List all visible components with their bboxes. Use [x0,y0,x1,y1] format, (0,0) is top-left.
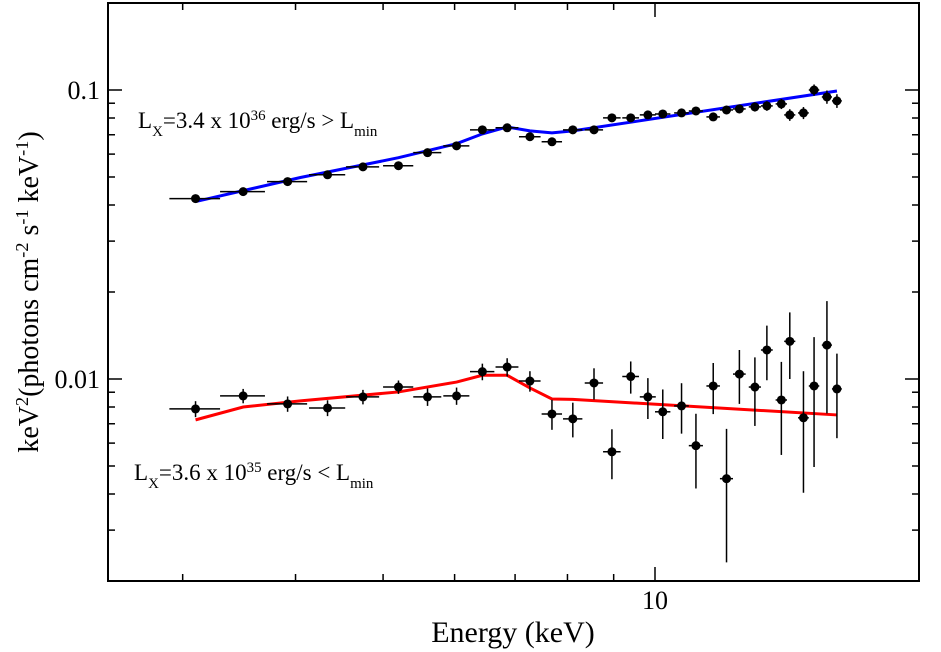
sub-text: X [152,124,163,140]
data-point [822,340,832,350]
data-point [750,102,760,112]
data-point [589,378,599,388]
x-axis-title: Energy (keV) [431,616,595,649]
data-point [708,381,718,391]
data-point [677,401,687,411]
data-point [191,194,201,204]
data-point [238,391,248,401]
data-point [832,384,842,394]
text-part: ) [14,131,45,140]
data-point [525,376,535,386]
text-part: erg/s > L [266,108,355,133]
sup-text: -1 [12,141,32,156]
annotation: LX=3.6 x 1035 erg/s < Lmin [134,460,374,492]
x-tick-label: 10 [642,586,668,615]
data-point [832,96,842,106]
data-point [607,447,617,457]
data-point [798,413,808,423]
data-point [626,372,636,382]
annotation: LX=3.4 x 1036 erg/s > Lmin [138,108,378,140]
data-point [502,362,512,372]
data-point [691,106,701,116]
data-point [776,99,786,109]
data-point [658,109,668,119]
data-point [283,177,293,187]
data-point [607,113,617,123]
plot-frame [107,2,920,582]
data-point [750,382,760,392]
data-point [547,409,557,419]
data-point [393,161,403,171]
data-point [423,392,433,402]
text-part: s [14,225,45,243]
text-part: L [138,108,152,133]
text-part: keV [14,406,45,453]
text-part: keV [14,156,45,210]
data-point [452,391,462,401]
data-point [452,141,462,151]
sup-text: -1 [12,209,32,224]
data-point [589,125,599,135]
data-point [191,404,201,414]
data-point [776,395,786,405]
data-point [283,399,293,409]
data-point [734,369,744,379]
data-point [822,92,832,102]
data-point [809,381,819,391]
data-point [798,108,808,118]
text-part: =3.4 x 10 [163,108,251,133]
data-point [547,137,557,147]
data-point [525,132,535,142]
y-axis-title: keV2(photons cm-2 s-1 keV-1) [12,131,45,452]
data-point [358,392,368,402]
data-point [643,392,653,402]
data-point [502,123,512,133]
data-point [238,187,248,197]
data-point [677,108,687,118]
sup-text: -2 [12,243,32,258]
data-point [626,113,636,123]
data-point [393,382,403,392]
data-point [423,148,433,158]
data-point [323,403,333,413]
data-point [722,474,732,484]
y-tick-label: 0.01 [55,365,101,394]
sup-text: 2 [12,397,32,406]
model-line [195,373,838,422]
text-part: =3.6 x 10 [159,460,247,485]
data-point [358,162,368,172]
data-point [691,441,701,451]
data-point [643,110,653,120]
text-part: L [134,460,148,485]
sup-text: 35 [247,460,262,476]
data-point [762,101,772,111]
data-point [809,85,819,95]
y-tick-label: 0.1 [68,76,101,105]
sub-text: min [350,476,374,492]
data-point [708,112,718,122]
sub-text: X [148,476,159,492]
data-point [477,125,487,135]
data-point [734,104,744,114]
data-point [785,336,795,346]
data-point [785,110,795,120]
sup-text: 36 [251,108,266,124]
text-part: (photons cm [14,257,45,396]
data-point [762,345,772,355]
sub-text: min [354,124,378,140]
data-point [323,170,333,180]
data-point [568,125,578,135]
data-point [722,105,732,115]
data-point [477,367,487,377]
text-part: erg/s < L [262,460,351,485]
data-point [568,414,578,424]
data-point [658,407,668,417]
plot-area [169,84,842,563]
